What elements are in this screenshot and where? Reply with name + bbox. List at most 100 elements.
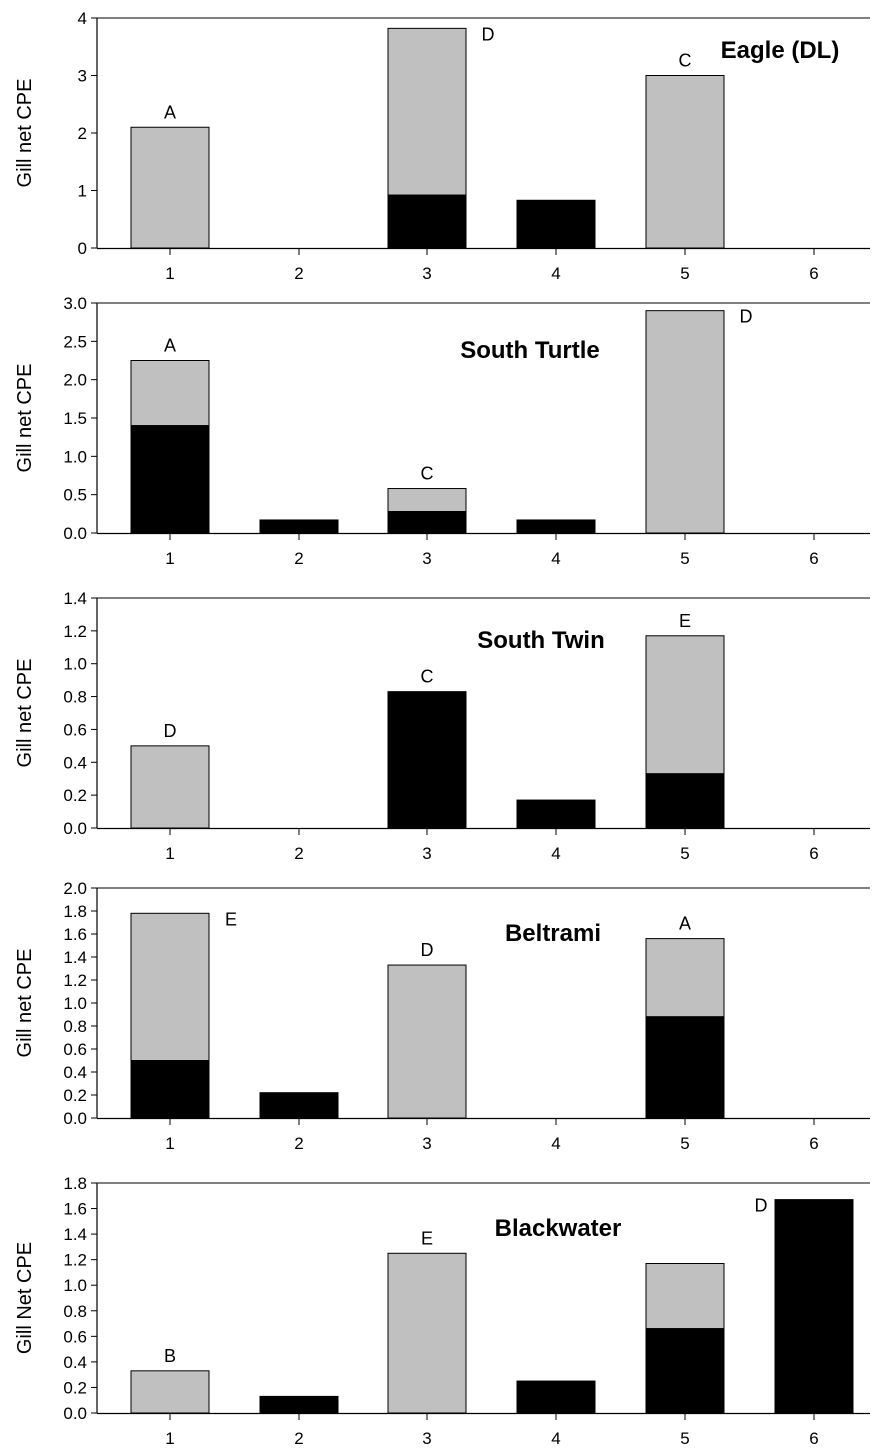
panel-4-ytick-label: 1.8	[63, 902, 87, 921]
panel-1-xtick-label: 3	[422, 264, 431, 283]
panel-2-title: South Turtle	[460, 337, 600, 364]
panel-5-bar-letter-1: B	[164, 1346, 176, 1366]
panel-3-xtick-label: 3	[422, 844, 431, 863]
panel-2-bar-lower-3	[387, 511, 467, 534]
panel-3-bar-lower-5	[645, 773, 725, 829]
panel-3-ytick-label: 1.2	[63, 622, 87, 641]
panel-4-ytick-label: 1.6	[63, 925, 87, 944]
panel-2-xtick-label: 6	[809, 549, 818, 568]
panel-2-xtick-label: 2	[294, 549, 303, 568]
panel-3-ytick-label: 0.2	[63, 786, 87, 805]
panel-3-bar-lower-4	[516, 799, 596, 829]
panel-1-ytick-label: 4	[78, 9, 87, 28]
panel-4-xtick-label: 2	[294, 1134, 303, 1153]
panel-4-bar-letter-5: A	[679, 914, 691, 934]
panel-1-ylabel: Gill net CPE	[14, 79, 36, 188]
panel-1-xtick-label: 2	[294, 264, 303, 283]
panel-1-bar-upper-3	[387, 27, 467, 196]
panel-1-ytick-label: 3	[78, 67, 87, 86]
panel-3-xtick-label: 1	[165, 844, 174, 863]
panel-4-ytick-label: 0.6	[63, 1040, 87, 1059]
panel-4-xtick-label: 6	[809, 1134, 818, 1153]
panel-3-ytick-label: 1.0	[63, 655, 87, 674]
panel-3-ytick-label: 0.0	[63, 819, 87, 838]
panel-4-ylabel: Gill net CPE	[14, 949, 36, 1058]
panel-1-title: Eagle (DL)	[721, 37, 840, 64]
panel-1-bar-letter-5: C	[679, 51, 692, 71]
panel-1-bar-upper-5	[645, 75, 725, 249]
panel-3-title: South Twin	[477, 627, 605, 654]
panel-4-bar-lower-2	[259, 1092, 339, 1119]
panel-4-bar-lower-5	[645, 1016, 725, 1119]
panel-4-ytick-label: 0.0	[63, 1109, 87, 1128]
panel-2-ytick-label: 1.5	[63, 409, 87, 428]
panel-2-ytick-label: 0.0	[63, 524, 87, 543]
panel-3-xtick-label: 6	[809, 844, 818, 863]
panel-4-ytick-label: 0.2	[63, 1086, 87, 1105]
panel-4-xtick-label: 5	[680, 1134, 689, 1153]
panel-4-bar-letter-3: D	[421, 940, 434, 960]
panel-3-xtick-label: 4	[551, 844, 560, 863]
panel-1-bar-upper-1	[130, 126, 210, 249]
panel-5-ytick-label: 1.0	[63, 1276, 87, 1295]
panel-2-ytick-label: 1.0	[63, 447, 87, 466]
panel-3-ytick-label: 0.6	[63, 720, 87, 739]
panel-5-ytick-label: 0.2	[63, 1378, 87, 1397]
panel-5-bar-letter-6: D	[755, 1196, 768, 1216]
panel-5-ytick-label: 1.4	[63, 1225, 87, 1244]
panel-2-bar-upper-1	[130, 360, 210, 427]
panel-4-bar-upper-5	[645, 938, 725, 1018]
panel-4-bar-lower-1	[130, 1060, 210, 1119]
panel-2-ytick-label: 3.0	[63, 294, 87, 313]
panel-1-xtick-label: 1	[165, 264, 174, 283]
panel-4-title: Beltrami	[505, 920, 601, 947]
panel-5-xtick-label: 3	[422, 1429, 431, 1448]
panel-2-ytick-label: 2.0	[63, 371, 87, 390]
panel-5-xtick-label: 2	[294, 1429, 303, 1448]
panel-4-ytick-label: 1.0	[63, 994, 87, 1013]
panel-2-bar-upper-3	[387, 488, 467, 513]
panel-1-bar-lower-4	[516, 199, 596, 249]
panel-5-bar-upper-5	[645, 1263, 725, 1330]
panel-3-bar-upper-1	[130, 745, 210, 829]
panel-2-bar-letter-1: A	[164, 336, 176, 356]
panel-5-ytick-label: 0.0	[63, 1404, 87, 1423]
panel-5-ytick-label: 1.6	[63, 1200, 87, 1219]
panel-4-ytick-label: 1.2	[63, 971, 87, 990]
panel-2-xtick-label: 5	[680, 549, 689, 568]
panel-5-bar-letter-3: E	[421, 1228, 433, 1248]
panel-5-ylabel: Gill Net CPE	[14, 1242, 36, 1354]
panel-1-ytick-label: 2	[78, 124, 87, 143]
panel-3-bar-letter-3: C	[421, 667, 434, 687]
panel-3-bar-lower-3	[387, 691, 467, 829]
panel-5-bar-upper-1	[130, 1370, 210, 1414]
panel-2-ytick-label: 2.5	[63, 332, 87, 351]
panel-2-bar-letter-3: C	[421, 464, 434, 484]
panel-4-bar-upper-3	[387, 964, 467, 1119]
panel-1-xtick-label: 4	[551, 264, 560, 283]
panel-5-ytick-label: 0.8	[63, 1302, 87, 1321]
panel-2-xtick-label: 1	[165, 549, 174, 568]
panel-5-xtick-label: 5	[680, 1429, 689, 1448]
panel-3-ytick-label: 1.4	[63, 589, 87, 608]
panel-1-bar-lower-3	[387, 194, 467, 249]
panel-3-ylabel: Gill net CPE	[14, 659, 36, 768]
panel-1-ytick-label: 0	[78, 239, 87, 258]
panel-4-xtick-label: 3	[422, 1134, 431, 1153]
panel-2-bar-lower-1	[130, 425, 210, 534]
panel-5-xtick-label: 4	[551, 1429, 560, 1448]
panel-5-ytick-label: 1.2	[63, 1251, 87, 1270]
panel-2-xtick-label: 4	[551, 549, 560, 568]
panel-1-bar-letter-3: D	[482, 24, 495, 44]
panel-5-bar-lower-2	[259, 1395, 339, 1414]
panel-4-xtick-label: 4	[551, 1134, 560, 1153]
panel-4-ytick-label: 0.8	[63, 1017, 87, 1036]
panel-5-xtick-label: 6	[809, 1429, 818, 1448]
panel-3-ytick-label: 0.8	[63, 688, 87, 707]
panel-3-bar-upper-5	[645, 635, 725, 775]
panel-4-ytick-label: 2.0	[63, 879, 87, 898]
panel-2-bar-upper-5	[645, 310, 725, 534]
panel-2-ytick-label: 0.5	[63, 486, 87, 505]
panel-2-bar-lower-2	[259, 519, 339, 534]
